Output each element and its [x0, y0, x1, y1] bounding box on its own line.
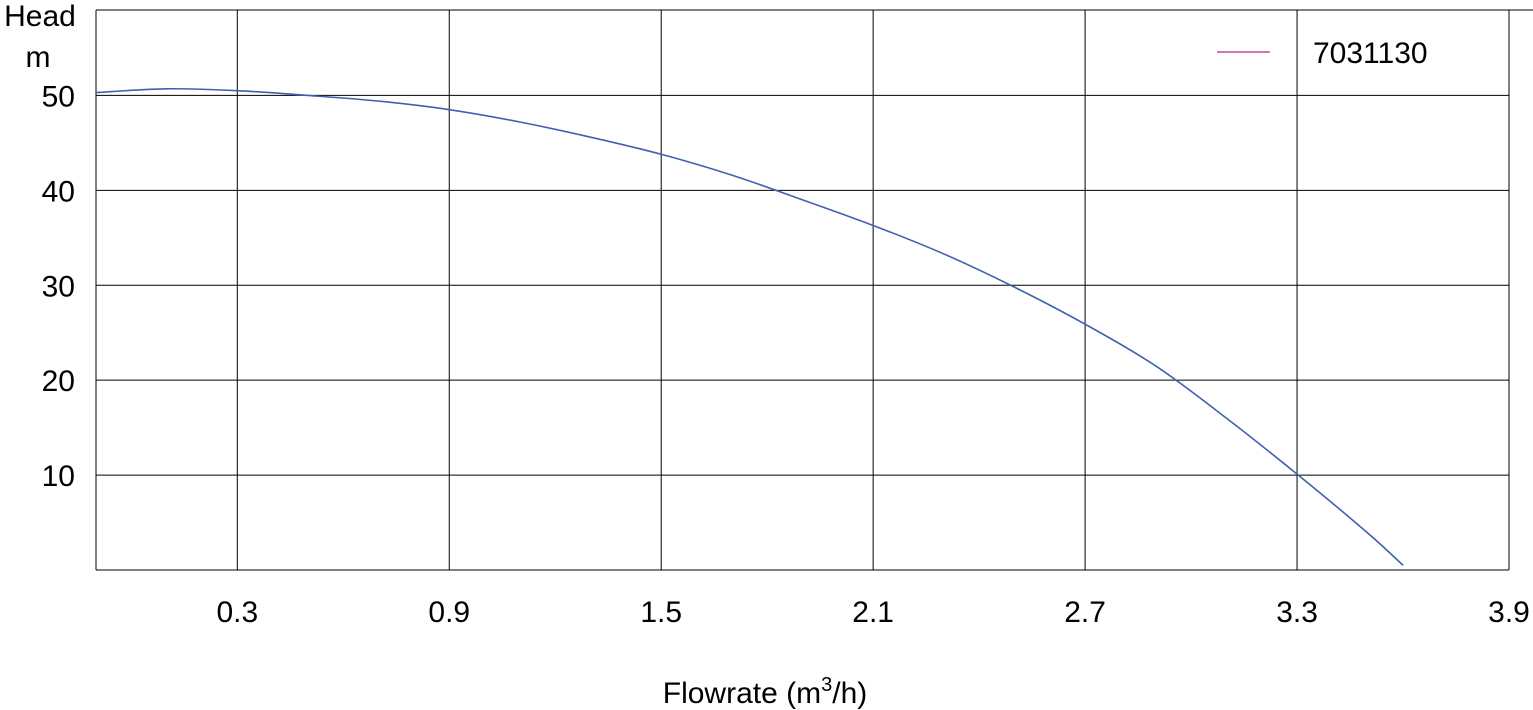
- x-tick-label: 0.3: [216, 596, 258, 629]
- y-tick-label: 40: [42, 175, 75, 208]
- y-axis-label-head: Head: [4, 0, 76, 33]
- y-tick-label: 10: [42, 460, 75, 493]
- plot-frame: [95, 9, 1533, 571]
- series-lines: [95, 87, 1404, 566]
- x-axis-label-sup: 3: [821, 674, 832, 696]
- x-axis-label-tail: /h): [832, 677, 867, 710]
- x-tick-label: 1.5: [640, 596, 682, 629]
- x-tick-label: 2.1: [852, 596, 894, 629]
- x-tick-label: 3.9: [1488, 596, 1530, 629]
- y-tick-label: 30: [42, 270, 75, 303]
- x-tick-label: 0.9: [428, 596, 470, 629]
- x-tick-label: 3.3: [1276, 596, 1318, 629]
- y-tick-label: 20: [42, 365, 75, 398]
- x-tick-labels: 0.3 0.9 1.5 2.1 2.7 3.3 3.9: [216, 596, 1529, 629]
- y-tick-label: 50: [42, 80, 75, 113]
- x-axis-label-main: Flowrate (m: [663, 677, 821, 710]
- grid: [96, 10, 1509, 570]
- x-axis-label: Flowrate (m3/h): [663, 674, 868, 710]
- legend: 7031130: [1217, 37, 1428, 70]
- y-axis-label-unit: m: [26, 41, 51, 74]
- series-line-7031130: [95, 87, 1404, 566]
- y-tick-labels: 10 20 30 40 50: [42, 80, 75, 493]
- x-tick-label: 2.7: [1064, 596, 1106, 629]
- legend-label: 7031130: [1313, 37, 1428, 70]
